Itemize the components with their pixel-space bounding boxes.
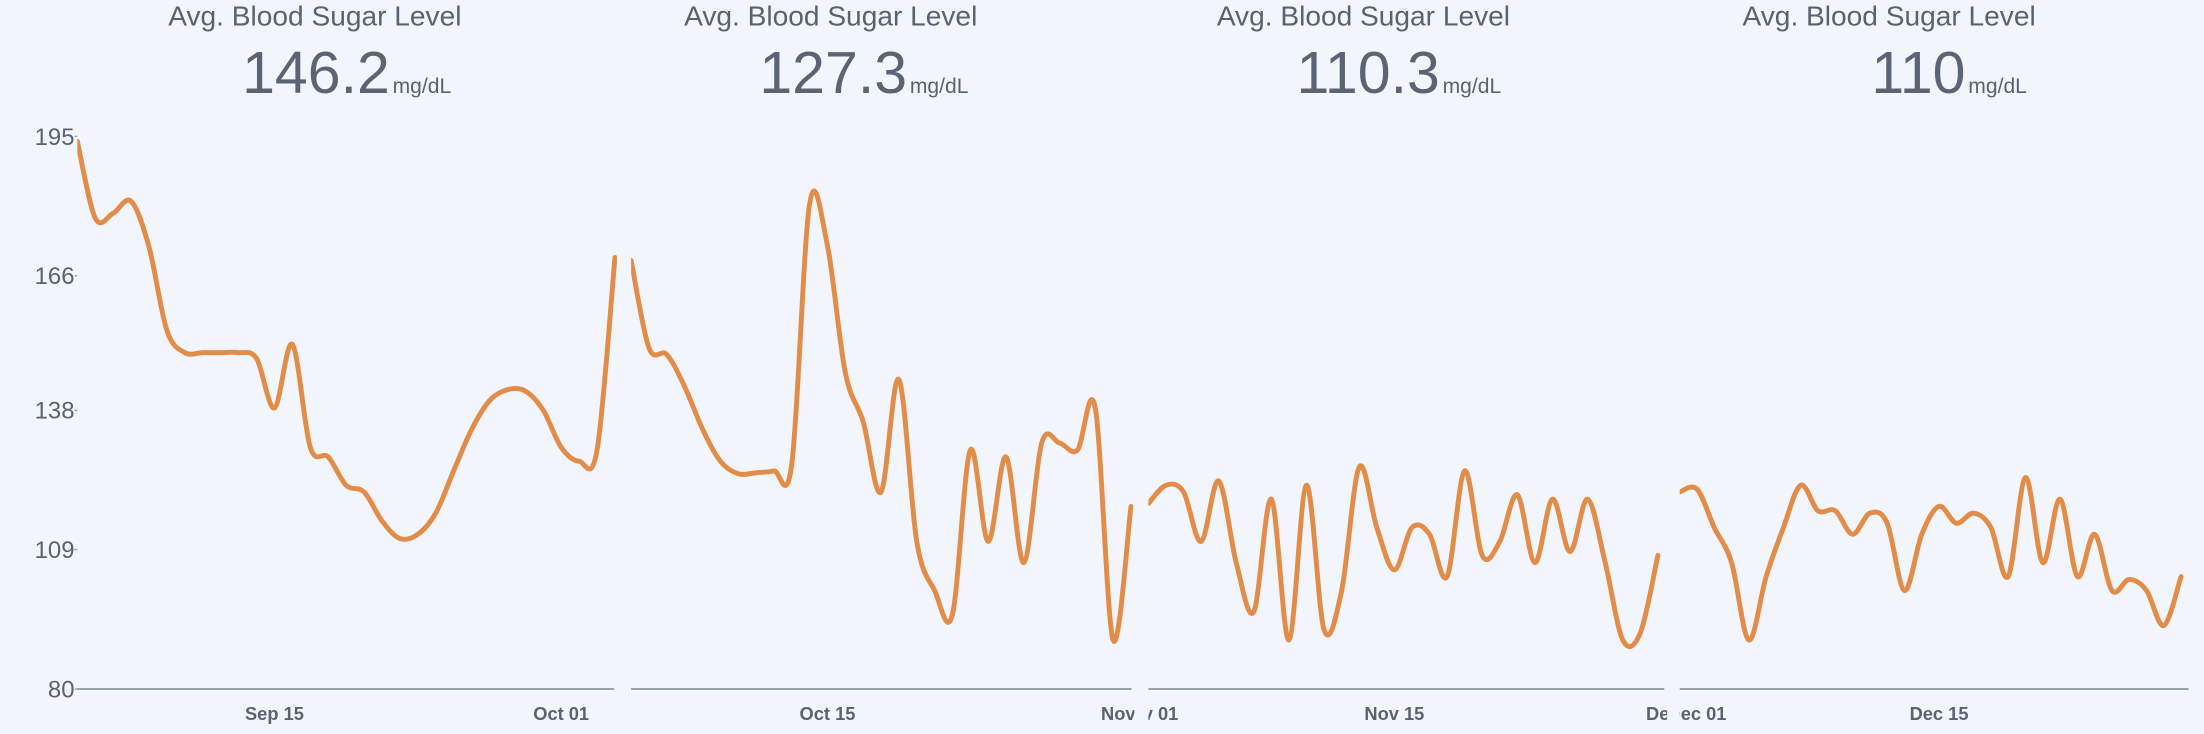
- y-tick-label: 195: [35, 124, 75, 151]
- line: [631, 188, 1134, 644]
- panel-title: Avg. Blood Sugar Level: [168, 0, 461, 31]
- x-tick-label: Dec 15: [1910, 703, 1969, 724]
- y-tick-label: 109: [35, 537, 75, 564]
- line: [1148, 463, 1661, 649]
- x-tick-label: Oct 15: [800, 703, 856, 724]
- average-unit: mg/dL: [1443, 75, 1502, 98]
- panel-title: Avg. Blood Sugar Level: [1743, 0, 2036, 31]
- average-reading: 146.2 mg/dL: [242, 40, 451, 106]
- average-unit: mg/dL: [393, 75, 452, 98]
- y-tick-label: 80: [48, 676, 75, 703]
- average-value: 110.3: [1296, 40, 1439, 106]
- x-tick-label: Nov 01: [1118, 703, 1178, 724]
- average-unit: mg/dL: [910, 75, 969, 98]
- average-unit: mg/dL: [1968, 75, 2027, 98]
- y-tick-label: 138: [35, 398, 75, 425]
- panel-title: Avg. Blood Sugar Level: [1217, 0, 1510, 31]
- average-value: 146.2: [242, 40, 390, 106]
- x-tick-label: Nov 15: [1364, 703, 1424, 724]
- average-reading: 110.3 mg/dL: [1296, 40, 1501, 106]
- panel-title: Avg. Blood Sugar Level: [684, 0, 977, 31]
- average-reading: 110 mg/dL: [1871, 40, 2027, 106]
- average-value: 110: [1871, 40, 1965, 106]
- line: [77, 138, 618, 542]
- x-tick-label: Dec 01: [1646, 703, 1705, 724]
- x-tick-label: Dec 01: [1668, 703, 1727, 724]
- x-tick-label: Oct 01: [533, 703, 589, 724]
- x-tick-label: Sep 15: [245, 703, 304, 724]
- line: [1679, 475, 2184, 643]
- average-value: 127.3: [759, 40, 907, 106]
- x-tick-label: Nov 01: [1101, 703, 1161, 724]
- y-tick-label: 166: [35, 263, 75, 290]
- average-reading: 127.3 mg/dL: [759, 40, 968, 106]
